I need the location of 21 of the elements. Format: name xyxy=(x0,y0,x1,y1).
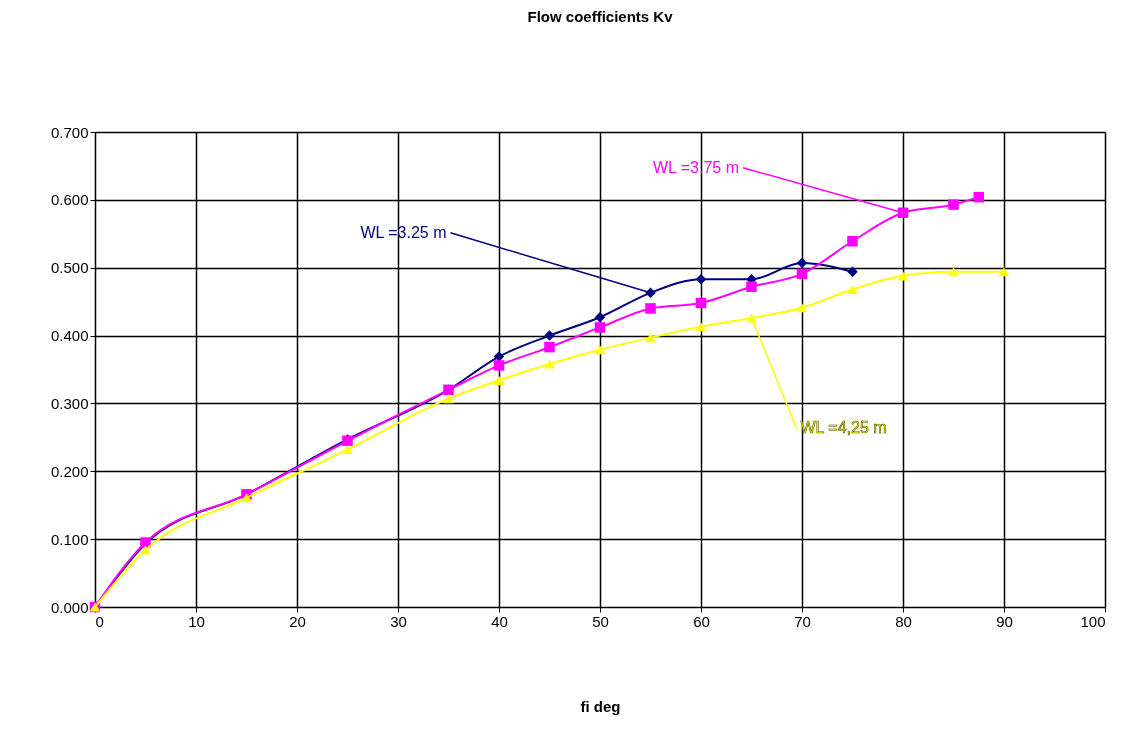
y-tick-label: 0.500 xyxy=(50,259,89,277)
x-tick-label: 80 xyxy=(895,612,912,630)
y-tick-label: 0.400 xyxy=(50,327,89,345)
x-tick-label: 90 xyxy=(996,612,1013,630)
y-tick-label: 0.300 xyxy=(50,394,89,412)
y-tick-label: 0.000 xyxy=(50,598,89,616)
x-axis-title: fi deg xyxy=(580,697,621,715)
x-tick-label: 50 xyxy=(592,612,609,630)
x-tick-label: 0 xyxy=(95,612,104,630)
x-tick-label: 40 xyxy=(491,612,508,630)
x-tick-label: 20 xyxy=(289,612,306,630)
x-tick-label: 10 xyxy=(188,612,205,630)
y-tick-label: 0.100 xyxy=(50,530,89,548)
x-tick-label: 70 xyxy=(794,612,811,630)
y-tick-label: 0.700 xyxy=(50,123,89,141)
chart-title: Flow coefficients Kv xyxy=(527,8,674,25)
x-tick-label: 60 xyxy=(693,612,710,630)
x-tick-label: 30 xyxy=(390,612,407,630)
y-tick-label: 0.600 xyxy=(50,191,89,209)
y-tick-label: 0.200 xyxy=(50,462,89,480)
x-tick-label: 100 xyxy=(1080,612,1106,630)
